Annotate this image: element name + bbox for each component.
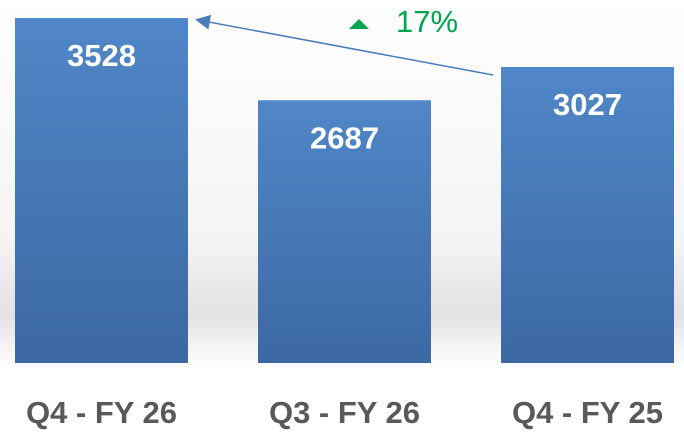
x-tick-label: Q4 - FY 25 <box>512 395 663 430</box>
arrow <box>195 14 494 76</box>
up-triangle <box>349 19 369 29</box>
bar <box>258 100 431 363</box>
x-tick-label: Q4 - FY 26 <box>26 395 177 430</box>
bar <box>501 66 674 364</box>
bar <box>15 18 188 363</box>
annotation: 17% <box>396 4 458 39</box>
value-label: 2687 <box>310 120 379 155</box>
value-label: 3528 <box>67 38 136 73</box>
x-tick-label: Q3 - FY 26 <box>269 395 420 430</box>
value-label: 3027 <box>553 87 622 122</box>
